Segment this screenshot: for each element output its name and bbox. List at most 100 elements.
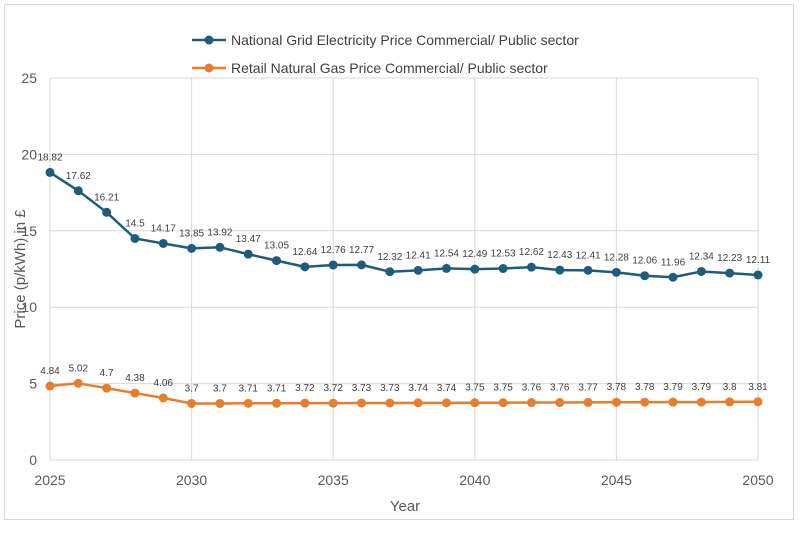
data-point-gas: [272, 398, 282, 408]
x-tick-label: 2030: [176, 472, 207, 488]
data-point-electricity: [243, 249, 253, 259]
data-point-electricity: [215, 242, 225, 252]
data-label-electricity: 13.47: [236, 234, 261, 245]
data-label-electricity: 12.53: [491, 249, 516, 260]
data-label-electricity: 13.85: [179, 228, 204, 239]
data-label-electricity: 12.43: [547, 250, 572, 261]
data-label-gas: 3.71: [267, 383, 287, 394]
data-label-gas: 4.06: [154, 378, 174, 389]
data-point-gas: [470, 398, 480, 408]
data-label-gas: 3.8: [723, 382, 737, 393]
data-label-gas: 3.76: [550, 383, 570, 394]
x-axis-title: Year: [390, 498, 420, 515]
data-label-electricity: 13.05: [264, 241, 289, 252]
data-label-electricity: 17.62: [66, 171, 91, 182]
data-point-gas: [668, 397, 678, 407]
data-label-electricity: 12.64: [292, 247, 317, 258]
data-point-electricity: [272, 256, 282, 266]
data-point-electricity: [753, 270, 763, 280]
data-point-gas: [725, 397, 735, 407]
data-label-gas: 3.72: [323, 383, 343, 394]
x-axis-ticks: 2025 2030 2035 2040 2045 2050: [34, 472, 773, 488]
data-label-gas: 3.79: [692, 382, 712, 393]
legend: National Grid Electricity Price Commerci…: [192, 32, 579, 76]
data-point-gas: [413, 398, 423, 408]
x-tick-label: 2035: [318, 472, 349, 488]
data-label-electricity: 12.06: [632, 256, 657, 267]
data-point-electricity: [328, 260, 338, 270]
data-point-electricity: [668, 272, 678, 282]
data-label-electricity: 12.77: [349, 245, 374, 256]
series-line-gas: [49, 382, 759, 405]
data-label-electricity: 14.17: [151, 223, 176, 234]
data-point-gas: [300, 398, 310, 408]
data-point-electricity: [385, 267, 395, 277]
data-point-electricity: [611, 267, 621, 277]
data-point-electricity: [357, 260, 367, 270]
data-label-electricity: 12.34: [689, 251, 714, 262]
data-point-electricity: [696, 266, 706, 276]
data-label-electricity: 12.54: [434, 248, 459, 259]
data-point-electricity: [102, 207, 112, 217]
data-label-gas: 5.02: [69, 363, 89, 374]
data-point-electricity: [187, 243, 197, 253]
y-axis-title: Price (p/kWh) in £: [12, 209, 29, 329]
legend-dot-electricity: [204, 35, 214, 45]
data-label-electricity: 12.23: [717, 253, 742, 264]
legend-label-electricity: National Grid Electricity Price Commerci…: [231, 32, 579, 48]
data-point-electricity: [640, 271, 650, 281]
data-label-electricity: 12.11: [746, 255, 771, 266]
data-label-electricity: 13.92: [207, 227, 232, 238]
x-tick-label: 2050: [742, 472, 773, 488]
y-tick-label: 10: [21, 299, 37, 315]
data-point-gas: [441, 398, 451, 408]
data-label-electricity: 12.62: [519, 247, 544, 258]
data-label-gas: 3.81: [748, 382, 768, 393]
data-point-electricity: [555, 265, 565, 275]
data-label-gas: 3.79: [663, 382, 683, 393]
data-point-gas: [215, 398, 225, 408]
data-point-gas: [328, 398, 338, 408]
data-label-gas: 3.75: [465, 383, 485, 394]
data-label-gas: 3.72: [295, 383, 315, 394]
series-line-electricity: [49, 171, 759, 279]
data-point-gas: [696, 397, 706, 407]
data-point-electricity: [725, 268, 735, 278]
y-tick-label: 25: [21, 70, 37, 86]
data-point-gas: [158, 393, 168, 403]
y-tick-label: 20: [21, 146, 37, 162]
data-point-gas: [187, 398, 197, 408]
data-label-electricity: 16.21: [94, 192, 119, 203]
data-point-gas: [611, 397, 621, 407]
data-point-gas: [526, 398, 536, 408]
data-label-gas: 3.7: [213, 383, 227, 394]
chart-frame: [4, 4, 794, 520]
data-point-electricity: [73, 186, 83, 196]
data-label-gas: 3.73: [380, 383, 400, 394]
data-label-gas: 3.78: [607, 382, 627, 393]
x-tick-label: 2025: [34, 472, 65, 488]
data-point-gas: [640, 397, 650, 407]
y-tick-label: 15: [21, 223, 37, 239]
legend-label-gas: Retail Natural Gas Price Commercial/ Pub…: [231, 60, 548, 76]
data-label-electricity: 12.41: [576, 250, 601, 261]
y-axis-ticks: 0 5 10 15 20 25: [21, 70, 37, 468]
series: [45, 167, 763, 408]
data-label-electricity: 14.5: [125, 218, 145, 229]
data-point-electricity: [526, 262, 536, 272]
data-point-gas: [583, 397, 593, 407]
data-point-electricity: [300, 262, 310, 272]
data-label-gas: 4.38: [125, 373, 145, 384]
data-label-gas: 3.76: [522, 383, 542, 394]
data-label-gas: 4.7: [100, 368, 114, 379]
data-label-gas: 4.84: [40, 366, 60, 377]
data-point-electricity: [583, 265, 593, 275]
data-label-gas: 3.7: [185, 383, 199, 394]
data-label-gas: 3.78: [635, 382, 655, 393]
data-label-electricity: 12.32: [377, 252, 402, 263]
data-label-gas: 3.74: [437, 383, 457, 394]
data-point-electricity: [130, 233, 140, 243]
data-label-electricity: 12.41: [406, 250, 431, 261]
